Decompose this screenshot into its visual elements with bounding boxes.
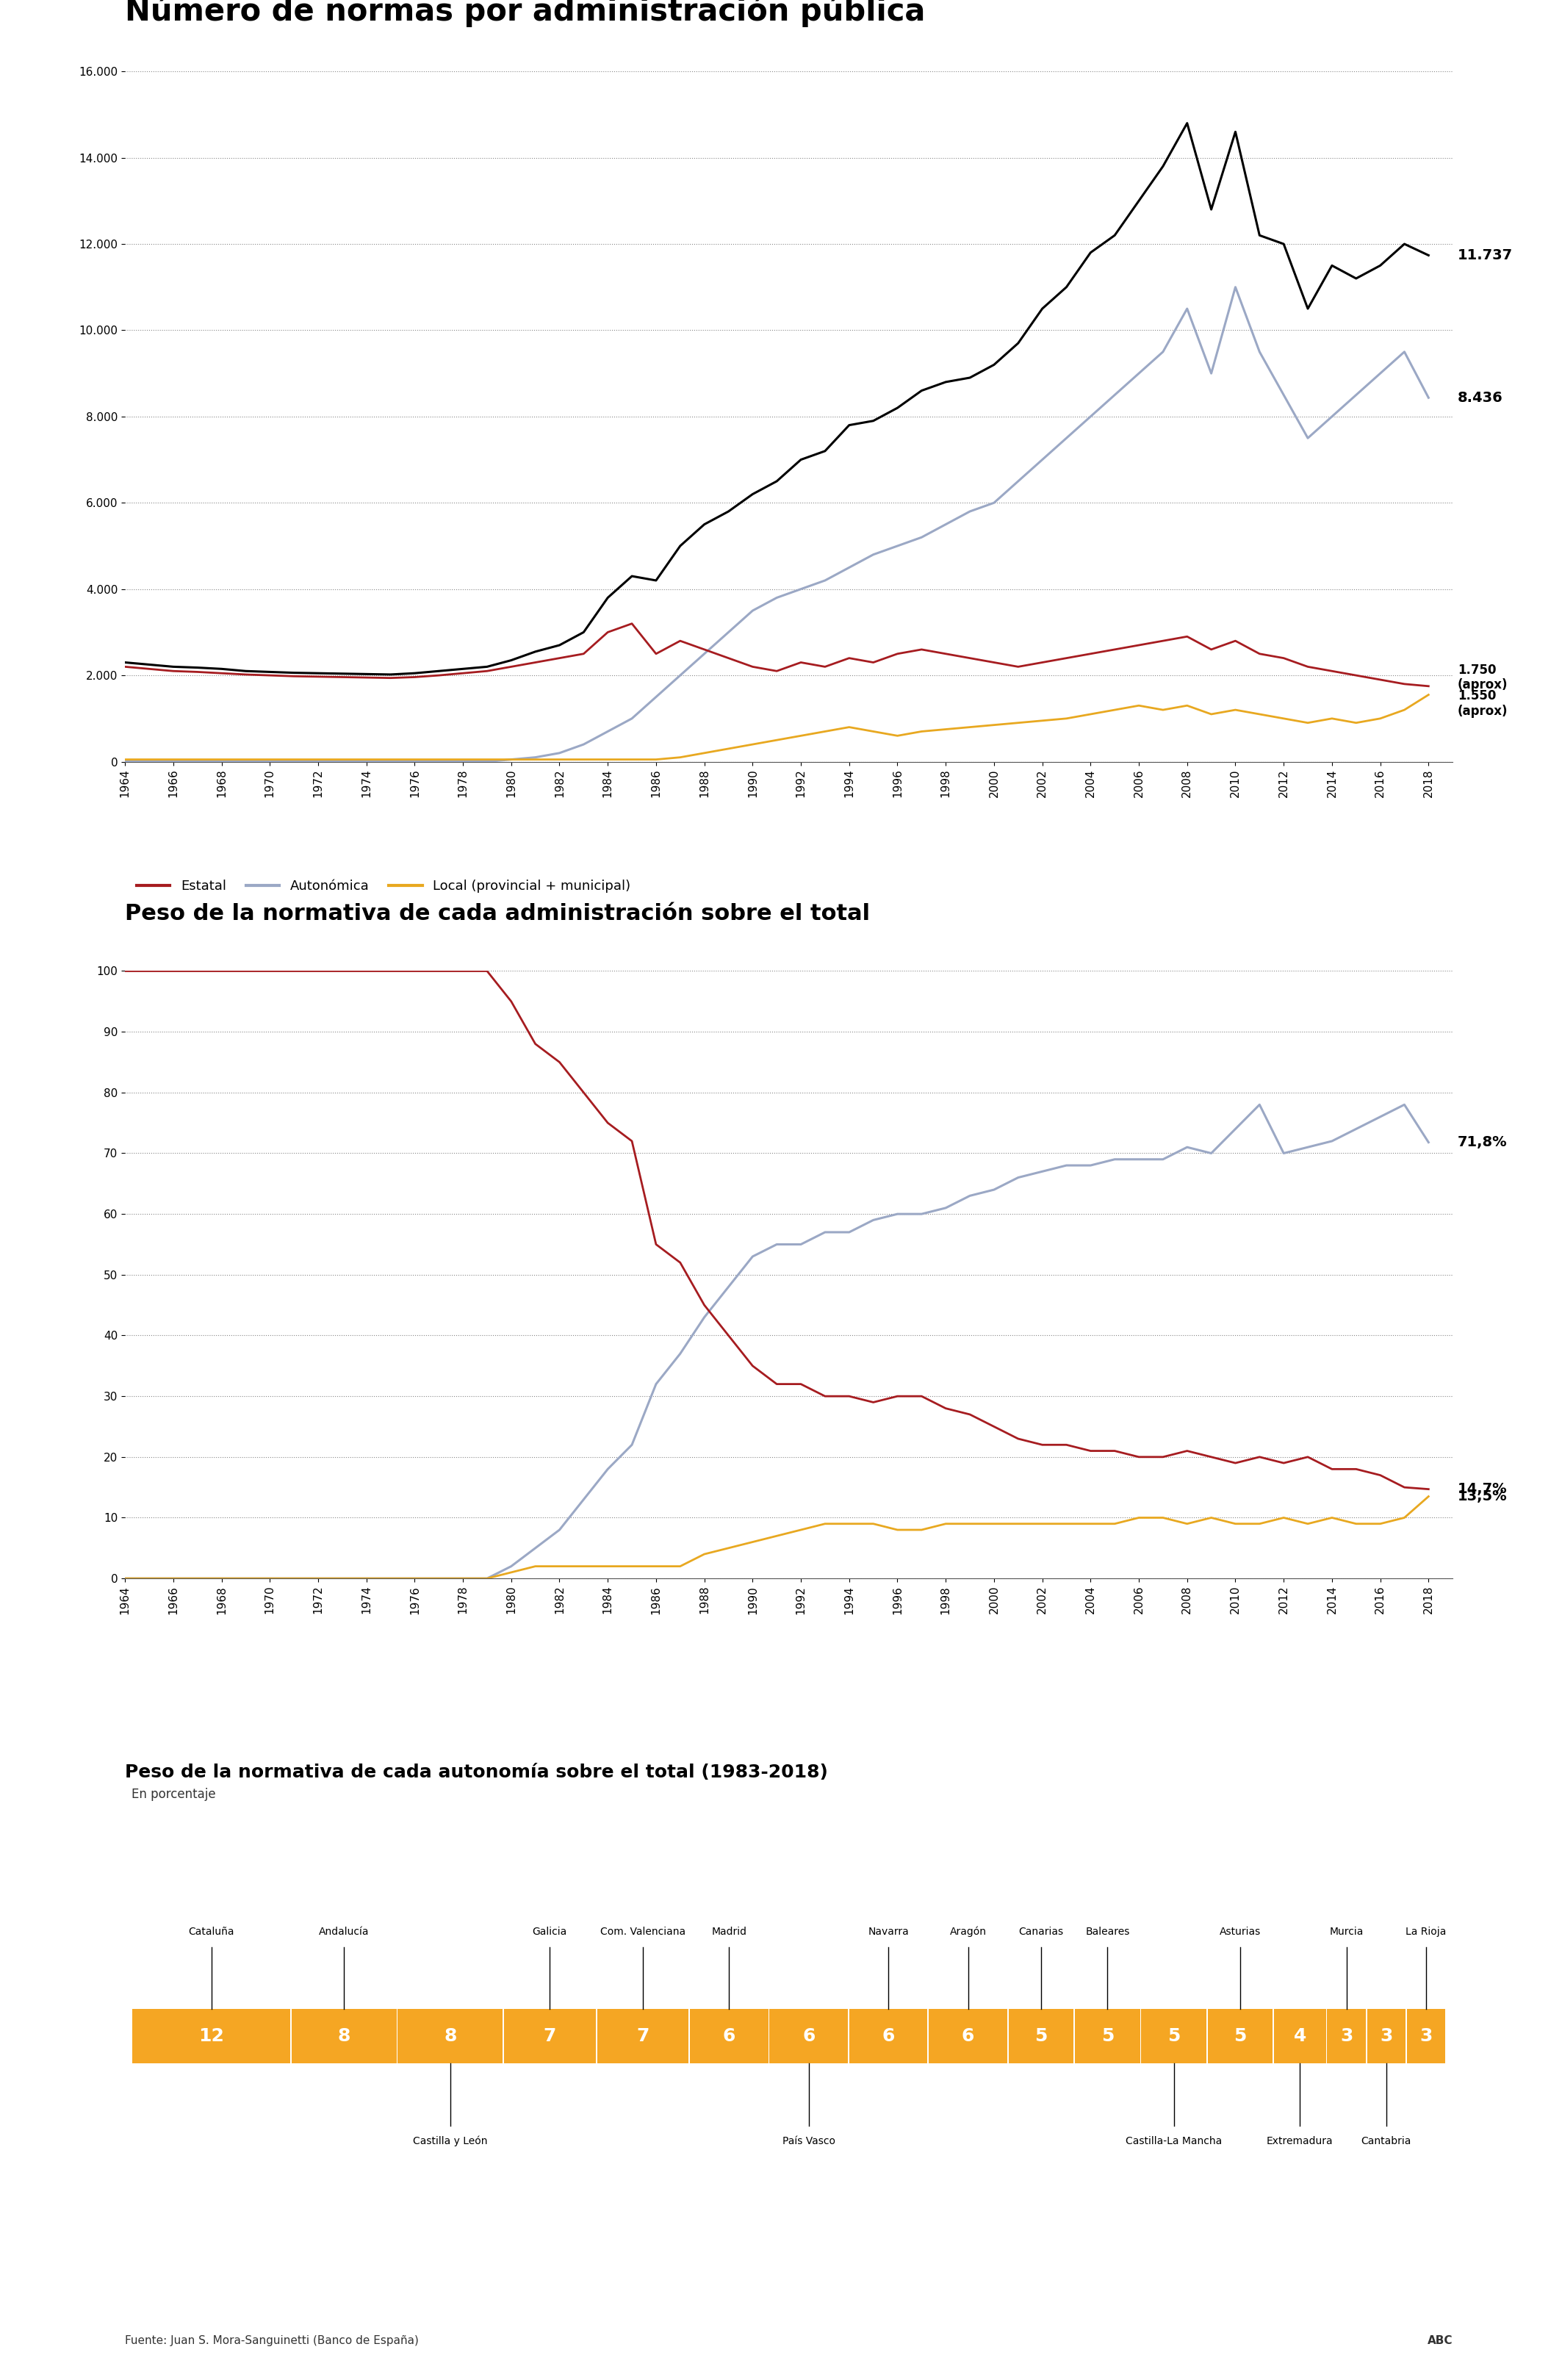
Text: Fuente: Juan S. Mora-Sanguinetti (Banco de España): Fuente: Juan S. Mora-Sanguinetti (Banco … bbox=[125, 2335, 419, 2347]
Text: 5: 5 bbox=[1167, 2028, 1181, 2044]
Text: Peso de la normativa de cada administración sobre el total: Peso de la normativa de cada administrac… bbox=[125, 902, 870, 923]
Text: Extremadura: Extremadura bbox=[1267, 2135, 1334, 2147]
Text: País Vasco: País Vasco bbox=[783, 2135, 836, 2147]
Text: 7: 7 bbox=[544, 2028, 556, 2044]
Text: Galicia: Galicia bbox=[533, 1928, 567, 1937]
Bar bbox=[597, 2009, 689, 2063]
Text: 5: 5 bbox=[1034, 2028, 1048, 2044]
Bar bbox=[1142, 2009, 1206, 2063]
Text: 5: 5 bbox=[1234, 2028, 1246, 2044]
Bar bbox=[1207, 2009, 1273, 2063]
Text: Baleares: Baleares bbox=[1086, 1928, 1129, 1937]
Text: 4: 4 bbox=[1293, 2028, 1306, 2044]
Text: Cantabria: Cantabria bbox=[1361, 2135, 1412, 2147]
Text: Navarra: Navarra bbox=[868, 1928, 909, 1937]
Text: 8: 8 bbox=[337, 2028, 350, 2044]
Text: 12: 12 bbox=[198, 2028, 223, 2044]
Text: Peso de la normativa de cada autonomía sobre el total (1983-2018): Peso de la normativa de cada autonomía s… bbox=[125, 1764, 828, 1780]
Bar bbox=[1009, 2009, 1073, 2063]
Text: Andalucía: Andalucía bbox=[319, 1928, 369, 1937]
Text: Aragón: Aragón bbox=[950, 1925, 987, 1937]
Text: 6: 6 bbox=[723, 2028, 736, 2044]
Legend: Estatal, Autonómica, Local (provincial + municipal): Estatal, Autonómica, Local (provincial +… bbox=[131, 873, 636, 897]
Text: 3: 3 bbox=[1379, 2028, 1393, 2044]
Bar bbox=[929, 2009, 1007, 2063]
Text: 14,7%: 14,7% bbox=[1457, 1483, 1507, 1497]
Text: Madrid: Madrid bbox=[711, 1928, 747, 1937]
Text: Cataluña: Cataluña bbox=[189, 1928, 234, 1937]
Bar bbox=[398, 2009, 503, 2063]
Text: Número de normas por administración pública: Número de normas por administración públ… bbox=[125, 0, 925, 26]
Text: ABC: ABC bbox=[1428, 2335, 1453, 2347]
Bar bbox=[770, 2009, 848, 2063]
Text: 3: 3 bbox=[1340, 2028, 1353, 2044]
Text: 8: 8 bbox=[444, 2028, 456, 2044]
Text: 6: 6 bbox=[962, 2028, 975, 2044]
Text: La Rioja: La Rioja bbox=[1406, 1928, 1446, 1937]
Bar bbox=[1407, 2009, 1445, 2063]
Text: Murcia: Murcia bbox=[1329, 1928, 1364, 1937]
Bar bbox=[505, 2009, 595, 2063]
Text: Castilla y León: Castilla y León bbox=[412, 2135, 487, 2147]
Text: En porcentaje: En porcentaje bbox=[131, 1787, 216, 1802]
Bar bbox=[133, 2009, 291, 2063]
Text: 6: 6 bbox=[883, 2028, 895, 2044]
Bar bbox=[1075, 2009, 1140, 2063]
Bar bbox=[1328, 2009, 1365, 2063]
Bar bbox=[850, 2009, 928, 2063]
Text: 5: 5 bbox=[1101, 2028, 1114, 2044]
Text: 13,5%: 13,5% bbox=[1457, 1490, 1507, 1504]
Bar bbox=[1275, 2009, 1326, 2063]
Text: 6: 6 bbox=[803, 2028, 815, 2044]
Text: 7: 7 bbox=[636, 2028, 650, 2044]
Text: 1.550
(aprox): 1.550 (aprox) bbox=[1457, 690, 1507, 719]
Text: 3: 3 bbox=[1420, 2028, 1432, 2044]
Text: Canarias: Canarias bbox=[1018, 1928, 1064, 1937]
Text: Com. Valenciana: Com. Valenciana bbox=[600, 1928, 686, 1937]
Text: 11.737: 11.737 bbox=[1457, 248, 1512, 262]
Text: 1.750
(aprox): 1.750 (aprox) bbox=[1457, 664, 1507, 693]
Text: Asturias: Asturias bbox=[1220, 1928, 1261, 1937]
Text: 71,8%: 71,8% bbox=[1457, 1135, 1507, 1150]
Bar bbox=[690, 2009, 769, 2063]
Bar bbox=[292, 2009, 397, 2063]
Text: 8.436: 8.436 bbox=[1457, 390, 1503, 405]
Text: Castilla-La Mancha: Castilla-La Mancha bbox=[1126, 2135, 1221, 2147]
Bar bbox=[1367, 2009, 1406, 2063]
